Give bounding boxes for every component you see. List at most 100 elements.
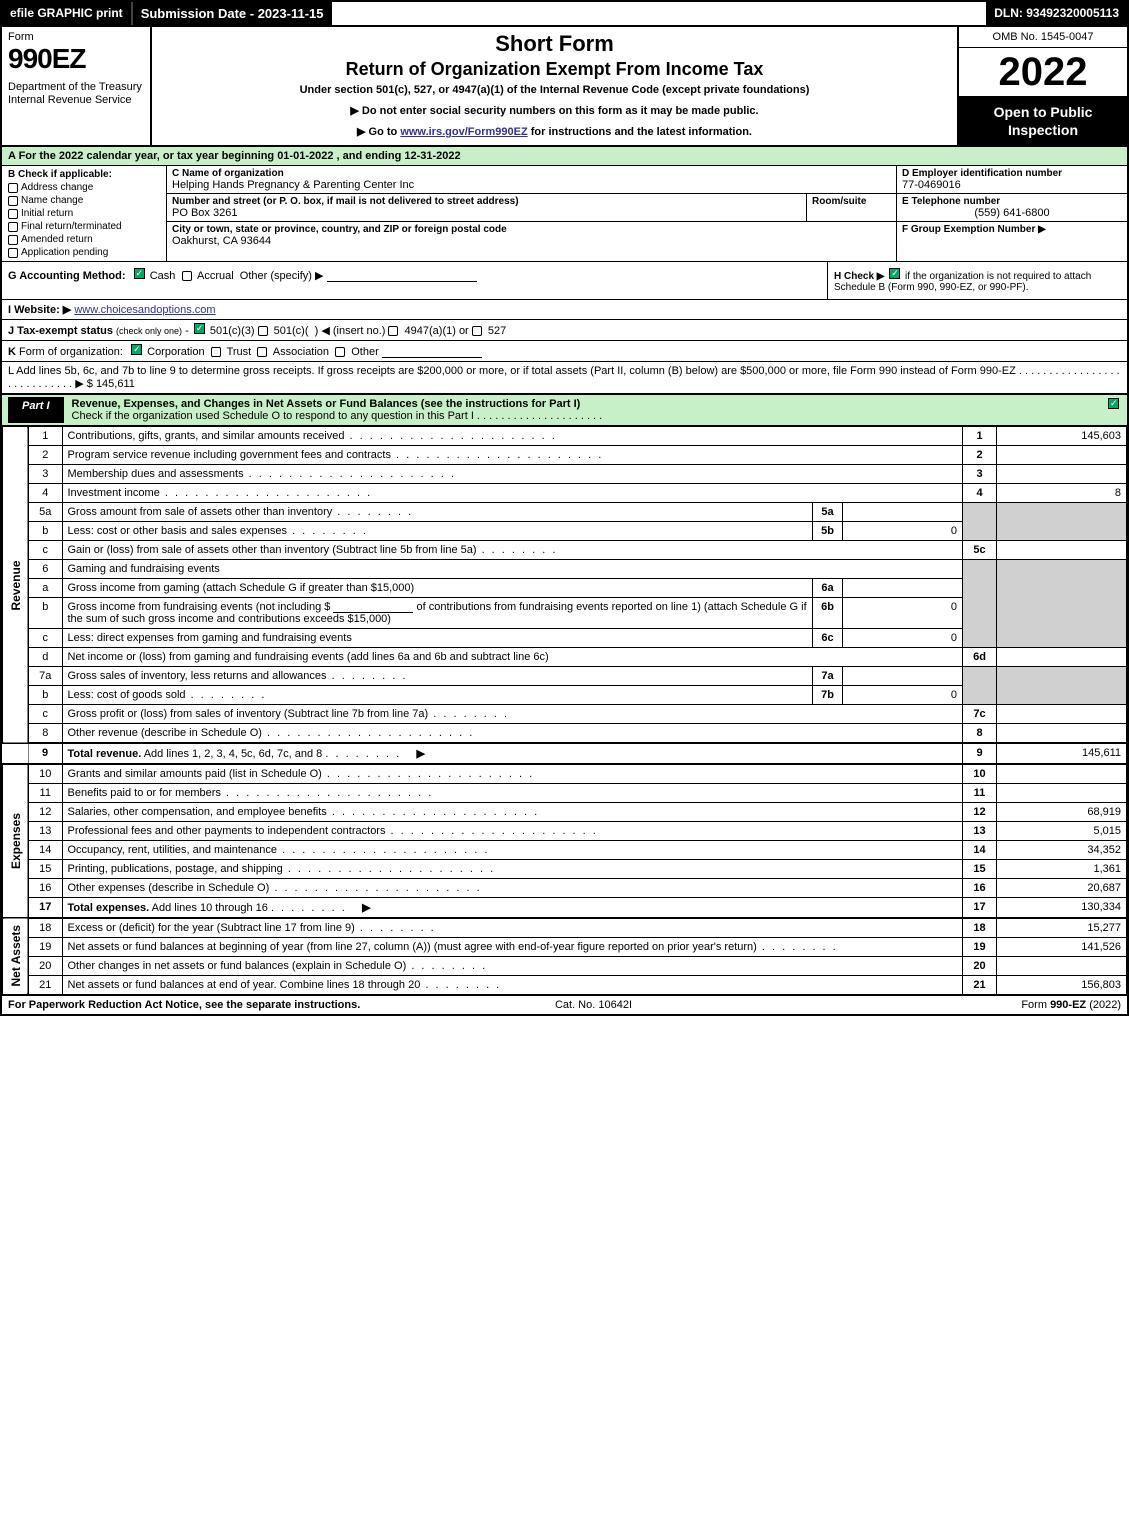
line-10: Expenses 10Grants and similar amounts pa… — [3, 764, 1127, 784]
section-b: B Check if applicable: Address change Na… — [2, 166, 167, 261]
j-4947[interactable] — [388, 326, 398, 336]
j-527[interactable] — [472, 326, 482, 336]
h-pre: H Check ▶ — [834, 271, 884, 282]
line-1: Revenue 1Contributions, gifts, grants, a… — [3, 427, 1127, 446]
side-revenue: Revenue — [3, 427, 29, 744]
e-label: E Telephone number — [902, 196, 1122, 207]
title-short-form: Short Form — [160, 31, 949, 57]
section-i: I Website: ▶ www.choicesandoptions.com — [2, 300, 1127, 320]
f-label: F Group Exemption Number ▶ — [902, 224, 1122, 235]
line-3: 3Membership dues and assessments3 — [3, 465, 1127, 484]
section-k: K Form of organization: Corporation Trus… — [2, 341, 1127, 362]
form-header: Form 990EZ Department of the Treasury In… — [2, 27, 1127, 147]
efile-button[interactable]: efile GRAPHIC print — [2, 2, 131, 25]
note-link: ▶ Go to www.irs.gov/Form990EZ for instru… — [160, 125, 949, 138]
chk-address[interactable]: Address change — [8, 182, 160, 193]
chk-amended[interactable]: Amended return — [8, 234, 160, 245]
j-501c3[interactable] — [194, 323, 205, 334]
g-label: G Accounting Method: — [8, 270, 126, 282]
dln: DLN: 93492320005113 — [986, 2, 1127, 25]
footer-right: Form 990-EZ (2022) — [1021, 999, 1121, 1011]
line-11: 11Benefits paid to or for members11 — [3, 784, 1127, 803]
d-ein: 77-0469016 — [902, 179, 1122, 191]
title-sub: Under section 501(c), 527, or 4947(a)(1)… — [160, 84, 949, 96]
line-15: 15Printing, publications, postage, and s… — [3, 860, 1127, 879]
chk-name[interactable]: Name change — [8, 195, 160, 206]
submission-date: Submission Date - 2023-11-15 — [131, 2, 332, 25]
line-7c: cGross profit or (loss) from sales of in… — [3, 705, 1127, 724]
c-name: Helping Hands Pregnancy & Parenting Cent… — [172, 179, 891, 191]
open-inspection: Open to Public Inspection — [959, 97, 1127, 145]
line-13: 13Professional fees and other payments t… — [3, 822, 1127, 841]
line-21: 21Net assets or fund balances at end of … — [3, 976, 1127, 995]
c-street: PO Box 3261 — [172, 207, 801, 219]
j-501c[interactable] — [258, 326, 268, 336]
chk-initial[interactable]: Initial return — [8, 208, 160, 219]
section-j: J Tax-exempt status (check only one) - 5… — [2, 320, 1127, 341]
section-l: L Add lines 5b, 6c, and 7b to line 9 to … — [2, 362, 1127, 394]
topbar: efile GRAPHIC print Submission Date - 20… — [2, 2, 1127, 27]
part1-schedo-chk[interactable] — [1108, 398, 1119, 409]
c-city: Oakhurst, CA 93644 — [172, 235, 891, 247]
form-page: efile GRAPHIC print Submission Date - 20… — [0, 0, 1129, 1016]
k-other[interactable] — [335, 347, 345, 357]
line-16: 16Other expenses (describe in Schedule O… — [3, 879, 1127, 898]
side-net-assets: Net Assets — [3, 918, 29, 995]
line-12: 12Salaries, other compensation, and empl… — [3, 803, 1127, 822]
k-assoc[interactable] — [257, 347, 267, 357]
line-6c: cLess: direct expenses from gaming and f… — [3, 629, 1127, 648]
c-city-label: City or town, state or province, country… — [172, 224, 891, 235]
g-cash: Cash — [150, 270, 176, 282]
irs-link[interactable]: www.irs.gov/Form990EZ — [400, 126, 527, 138]
l-value: 145,611 — [96, 378, 135, 390]
h-check[interactable] — [889, 268, 900, 279]
line-5b: bLess: cost or other basis and sales exp… — [3, 522, 1127, 541]
lines-table: Revenue 1Contributions, gifts, grants, a… — [2, 426, 1127, 995]
line-7a: 7aGross sales of inventory, less returns… — [3, 667, 1127, 686]
part1-header: Part I Revenue, Expenses, and Changes in… — [2, 394, 1127, 426]
section-g: G Accounting Method: Cash Accrual Other … — [2, 262, 827, 299]
tax-year: 2022 — [959, 48, 1127, 97]
section-bf: B Check if applicable: Address change Na… — [2, 166, 1127, 262]
footer-cat: Cat. No. 10642I — [555, 999, 632, 1011]
l-text: L Add lines 5b, 6c, and 7b to line 9 to … — [8, 365, 1120, 390]
c-name-label: C Name of organization — [172, 168, 891, 179]
line-17: 17Total expenses. Add lines 10 through 1… — [3, 898, 1127, 919]
d-label: D Employer identification number — [902, 168, 1122, 179]
g-accrual: Accrual — [197, 270, 234, 282]
line-20: 20Other changes in net assets or fund ba… — [3, 957, 1127, 976]
section-h: H Check ▶ if the organization is not req… — [827, 262, 1127, 299]
line-8: 8Other revenue (describe in Schedule O)8 — [3, 724, 1127, 744]
line-19: 19Net assets or fund balances at beginni… — [3, 938, 1127, 957]
line-18: Net Assets 18Excess or (deficit) for the… — [3, 918, 1127, 938]
c-street-label: Number and street (or P. O. box, if mail… — [172, 196, 801, 207]
g-cash-chk[interactable] — [134, 268, 145, 279]
note-pre: ▶ Go to — [357, 126, 400, 138]
line-7b: bLess: cost of goods sold7b0 — [3, 686, 1127, 705]
dept-label: Department of the Treasury Internal Reve… — [8, 81, 144, 107]
note-post: for instructions and the latest informat… — [528, 126, 752, 138]
form-number: 990EZ — [8, 43, 144, 75]
line-6b: bGross income from fundraising events (n… — [3, 598, 1127, 629]
section-a: A For the 2022 calendar year, or tax yea… — [2, 147, 1127, 166]
title-return: Return of Organization Exempt From Incom… — [160, 59, 949, 80]
note-ssn: ▶ Do not enter social security numbers o… — [160, 104, 949, 117]
part1-label: Part I — [8, 397, 64, 423]
line-9: 9Total revenue. Add lines 1, 2, 3, 4, 5c… — [3, 743, 1127, 764]
k-trust[interactable] — [211, 347, 221, 357]
chk-pending[interactable]: Application pending — [8, 247, 160, 258]
line-6a: aGross income from gaming (attach Schedu… — [3, 579, 1127, 598]
line-6: 6Gaming and fundraising events — [3, 560, 1127, 579]
line-6d: dNet income or (loss) from gaming and fu… — [3, 648, 1127, 667]
k-corp[interactable] — [131, 344, 142, 355]
side-expenses: Expenses — [3, 764, 29, 918]
website-link[interactable]: www.choicesandoptions.com — [74, 304, 215, 316]
form-label: Form — [8, 31, 144, 43]
g-accrual-chk[interactable] — [182, 271, 192, 281]
line-2: 2Program service revenue including gover… — [3, 446, 1127, 465]
chk-final[interactable]: Final return/terminated — [8, 221, 160, 232]
e-phone: (559) 641-6800 — [902, 207, 1122, 219]
g-other: Other (specify) ▶ — [240, 270, 324, 282]
c-room-label: Room/suite — [812, 196, 891, 207]
part1-title: Revenue, Expenses, and Changes in Net As… — [64, 395, 1100, 425]
